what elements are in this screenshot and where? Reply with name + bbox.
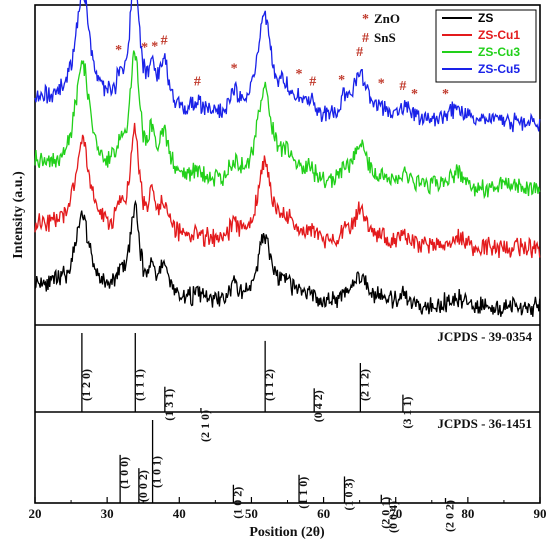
- legend-label-zs-cu1: ZS-Cu1: [478, 28, 520, 42]
- reference-label-1-2: (1 3 1): [162, 389, 176, 421]
- x-axis-title: Position (2θ): [249, 525, 325, 540]
- phase-legend-symbol-znO: *: [362, 12, 369, 27]
- peak-marker-zno-11: *: [338, 73, 345, 88]
- peak-marker-zno-15: *: [411, 87, 418, 102]
- peak-marker-sns-6: #: [194, 74, 201, 89]
- peak-marker-zno-16: *: [442, 87, 449, 102]
- x-axis: 20 30 40 50 60 70 80 90: [29, 497, 547, 521]
- x-tick-label-70: 70: [389, 506, 402, 521]
- phase-legend-label-sns: SnS: [374, 30, 396, 45]
- peak-marker-zno-2: *: [141, 40, 148, 55]
- x-tick-label-20: 20: [29, 506, 42, 521]
- legend-label-zs-cu3: ZS-Cu3: [478, 45, 520, 59]
- series-line-zs-cu5: [34, 0, 541, 133]
- peak-marker-zno-13: *: [378, 76, 385, 91]
- peak-marker-sns-14: #: [399, 79, 406, 94]
- reference-title-1: JCPDS - 39-0354: [437, 329, 532, 344]
- reference-label-2-2: (1 0 1): [150, 456, 164, 488]
- x-tick-label-90: 90: [534, 506, 547, 521]
- reference-label-1-3: (2 1 0): [198, 410, 212, 442]
- peak-marker-zno-7: *: [231, 62, 238, 77]
- legend-label-zs: ZS: [478, 11, 493, 25]
- reference-label-2-8: (2 0 2): [442, 500, 456, 532]
- series-line-zs: [34, 199, 541, 317]
- reference-label-2-6: (2 0 1): [378, 497, 392, 529]
- phase-legend-label-znO: ZnO: [374, 11, 400, 26]
- series-layer: [34, 0, 541, 317]
- series-legend: ZS ZS-Cu1 ZS-Cu3 ZS-Cu5: [435, 9, 537, 83]
- peak-marker-zno-3: *: [115, 43, 122, 58]
- reference-label-1-5: (0 4 2): [311, 390, 325, 422]
- peak-marker-zno-9: *: [296, 67, 303, 82]
- peak-marker-sns-8: #: [261, 0, 268, 3]
- peak-marker-sns-12: #: [356, 45, 363, 60]
- reference-panels: JCPDS - 39-0354 (1 2 0) (1 1 1) (1 3 1) (2 1…: [79, 329, 533, 533]
- reference-label-1-1: (1 1 1): [132, 369, 146, 401]
- legend-label-zs-cu5: ZS-Cu5: [478, 62, 520, 76]
- x-tick-label-50: 50: [245, 506, 258, 521]
- phase-legend-symbol-sns: #: [362, 31, 369, 46]
- reference-title-2: JCPDS - 36-1451: [437, 416, 532, 431]
- reference-label-1-0: (1 2 0): [79, 369, 93, 401]
- peak-marker-sns-5: #: [161, 33, 168, 48]
- series-line-zs-cu3: [34, 50, 541, 200]
- reference-label-2-3: (1 0 2): [230, 487, 244, 519]
- reference-label-2-5: (1 0 3): [341, 478, 355, 510]
- reference-label-2-4: (1 1 0): [296, 477, 310, 509]
- y-axis-title: Intensity (a.u.): [11, 171, 26, 259]
- reference-label-1-7: (3 1 1): [400, 397, 414, 429]
- series-line-zs-cu1: [34, 122, 541, 259]
- x-tick-label-80: 80: [461, 506, 474, 521]
- peak-marker-zno-4: *: [151, 39, 158, 54]
- reference-label-1-6: (2 1 2): [357, 369, 371, 401]
- phase-legend: * ZnO # SnS: [362, 11, 400, 46]
- reference-label-2-0: (1 0 0): [117, 457, 131, 489]
- x-tick-label-40: 40: [173, 506, 186, 521]
- reference-label-2-1: (0 0 2): [136, 470, 150, 502]
- reference-label-1-4: (1 1 2): [262, 369, 276, 401]
- reference-label-2-7: (0 0 4): [386, 501, 400, 533]
- peak-marker-layer: ##***##*#*#*#*#**: [115, 0, 449, 102]
- x-tick-label-30: 30: [101, 506, 114, 521]
- x-tick-label-60: 60: [317, 506, 330, 521]
- peak-marker-sns-10: #: [309, 74, 316, 89]
